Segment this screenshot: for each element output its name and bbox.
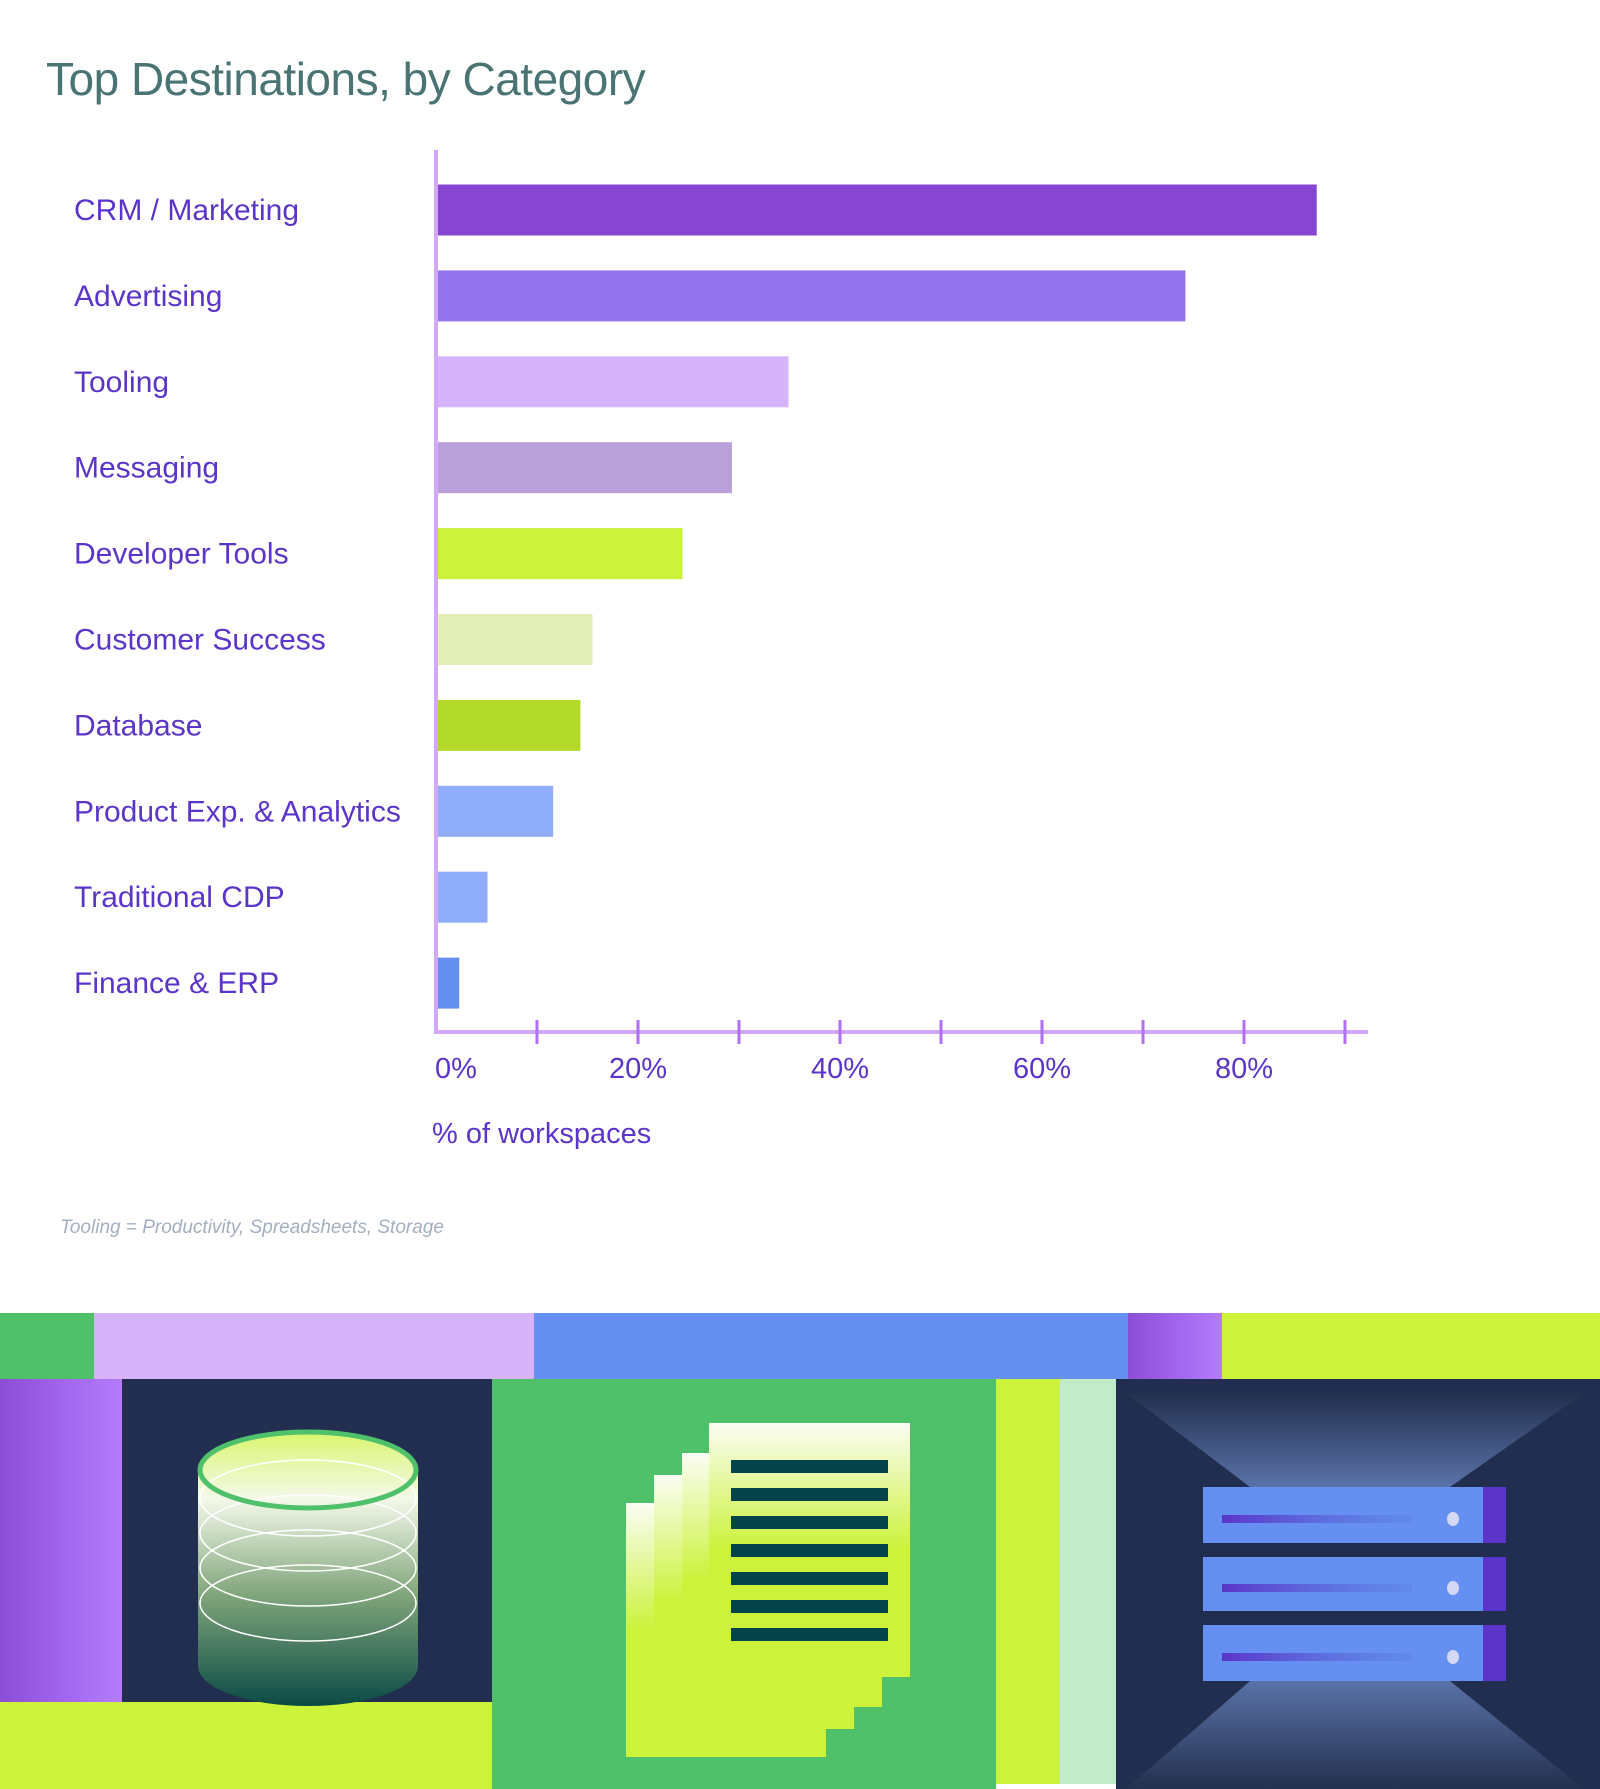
bar [436,871,488,923]
bar [436,528,683,580]
database-icon [197,1429,419,1706]
category-label: Traditional CDP [74,881,285,914]
x-tick-label: 0% [435,1053,477,1085]
category-label: Database [74,709,202,742]
bar [436,785,554,837]
top-color-strip [0,1313,1600,1379]
bar [436,957,460,1009]
x-tick-label: 80% [1215,1053,1273,1085]
bar [436,699,581,751]
x-tick-label: 40% [811,1053,869,1085]
category-label: CRM / Marketing [74,194,299,227]
chart-title: Top Destinations, by Category [46,53,646,105]
x-tick-label: 60% [1013,1053,1071,1085]
bar [436,442,732,494]
documents-icon [626,1423,910,1757]
x-tick-label: 20% [609,1053,667,1085]
bar-chart: CRM / Marketing Advertising Tooling Messagi… [74,150,1368,1085]
footnote: Tooling = Productivity, Spreadsheets, St… [60,1217,444,1238]
decorative-illustration [0,1313,1600,1789]
category-label: Customer Success [74,624,326,657]
bar [436,356,789,408]
category-label: Developer Tools [74,538,289,571]
category-label: Advertising [74,280,222,313]
category-label: Product Exp. & Analytics [74,795,401,828]
category-label: Messaging [74,452,219,485]
server-icon [1126,1393,1584,1789]
bar [436,614,593,665]
x-axis-title: % of workspaces [432,1118,652,1150]
bar [436,270,1186,322]
category-label: Finance & ERP [74,967,279,1000]
bar [436,184,1317,236]
category-label: Tooling [74,366,169,399]
